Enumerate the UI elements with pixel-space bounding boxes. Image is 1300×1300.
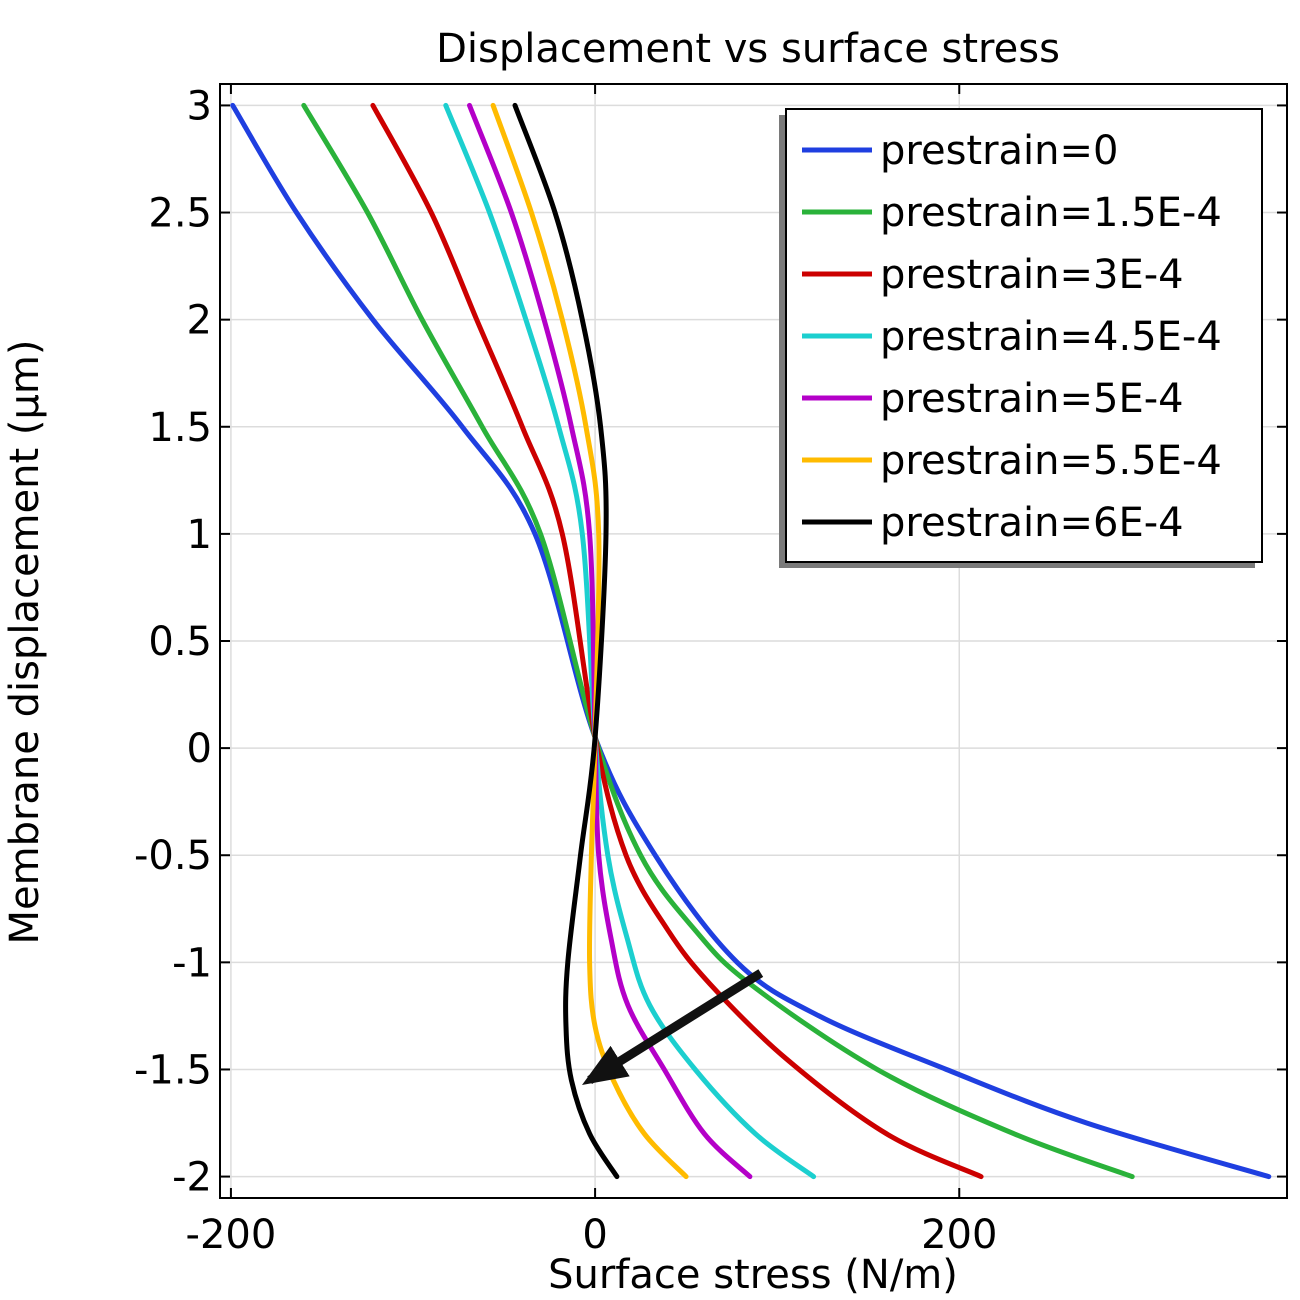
- y-tick-label: -1: [172, 940, 212, 986]
- legend-box: [785, 108, 1263, 563]
- y-tick-label: -1.5: [134, 1047, 212, 1093]
- series-line-0: [230, 102, 1272, 1180]
- x-tick-labels: -200 0 200: [186, 1212, 998, 1258]
- x-tick-label: 200: [921, 1212, 997, 1258]
- legend-items: prestrain=0 prestrain=1.5E-4 prestrain=3E-…: [802, 128, 1222, 546]
- y-tick-label: 2: [187, 298, 212, 344]
- legend-label: prestrain=5E-4: [880, 376, 1184, 422]
- ticks: [220, 84, 1287, 1198]
- series-line-1: [301, 102, 1135, 1180]
- y-tick-label: 0: [187, 726, 212, 772]
- x-tick-label: -200: [186, 1212, 277, 1258]
- legend-label: prestrain=4.5E-4: [880, 314, 1222, 360]
- series-line-2: [370, 102, 984, 1180]
- legend: prestrain=0 prestrain=1.5E-4 prestrain=3E-…: [779, 108, 1263, 568]
- annotation-arrow: [581, 969, 764, 1085]
- y-tick-label: 1: [187, 512, 212, 558]
- y-tick-label: 3: [187, 83, 212, 129]
- x-tick-label: 0: [582, 1212, 607, 1258]
- legend-label: prestrain=5.5E-4: [880, 438, 1222, 484]
- y-tick-label: 2.5: [148, 191, 212, 237]
- y-tick-labels: -2 -1.5 -1 -0.5 0 0.5 1 1.5 2 2.5 3: [134, 83, 212, 1200]
- y-tick-label: -0.5: [134, 833, 212, 879]
- legend-label: prestrain=0: [880, 128, 1118, 174]
- legend-label: prestrain=6E-4: [880, 500, 1184, 546]
- legend-label: prestrain=1.5E-4: [880, 190, 1222, 236]
- y-tick-label: -2: [172, 1155, 212, 1201]
- legend-label: prestrain=3E-4: [880, 252, 1184, 298]
- y-tick-label: 1.5: [148, 405, 212, 451]
- y-axis-label: Membrane displacement (µm): [2, 339, 48, 944]
- x-axis-label: Surface stress (N/m): [548, 1252, 958, 1298]
- series-line-6: [512, 102, 620, 1180]
- annotation-arrow-layer: [581, 969, 764, 1085]
- chart-title: Displacement vs surface stress: [436, 26, 1060, 72]
- y-tick-label: 0.5: [148, 619, 212, 665]
